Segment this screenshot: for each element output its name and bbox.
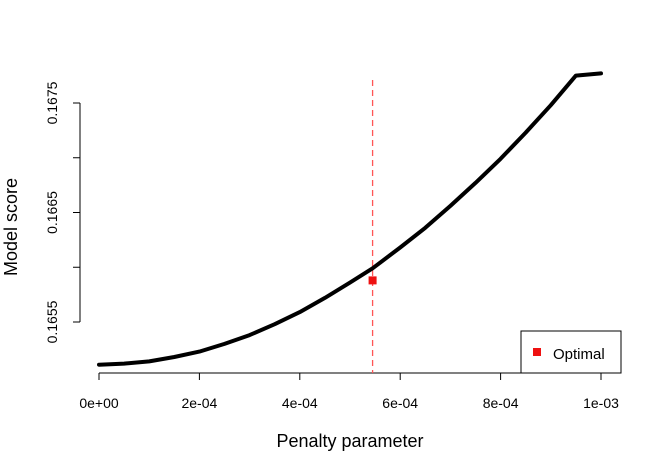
- x-tick-label: 2e-04: [181, 395, 217, 411]
- optimal-point-layer: [368, 276, 377, 285]
- legend-marker: [533, 348, 541, 356]
- x-tick-label: 1e-03: [583, 395, 619, 411]
- legend: Optimal: [520, 330, 622, 374]
- x-tick-label: 8e-04: [483, 395, 519, 411]
- x-tick-label: 6e-04: [382, 395, 418, 411]
- optimal-point: [368, 276, 377, 285]
- y-tick-label: 0.1665: [44, 191, 60, 234]
- chart-axes: 0e+00 2e-04 4e-04 6e-04 8e-04 1e-03 0.1655 0.16…: [44, 81, 619, 411]
- x-axis-label: Penalty parameter: [276, 431, 423, 451]
- x-tick-label: 0e+00: [79, 395, 119, 411]
- legend-label: Optimal: [553, 346, 605, 363]
- x-tick-label: 4e-04: [282, 395, 318, 411]
- y-tick-label: 0.1655: [44, 300, 60, 343]
- series-layer: [97, 71, 603, 367]
- y-tick-label: 0.1675: [44, 81, 60, 124]
- y-axis-label: Model score: [1, 178, 21, 276]
- score-curve: [97, 71, 603, 367]
